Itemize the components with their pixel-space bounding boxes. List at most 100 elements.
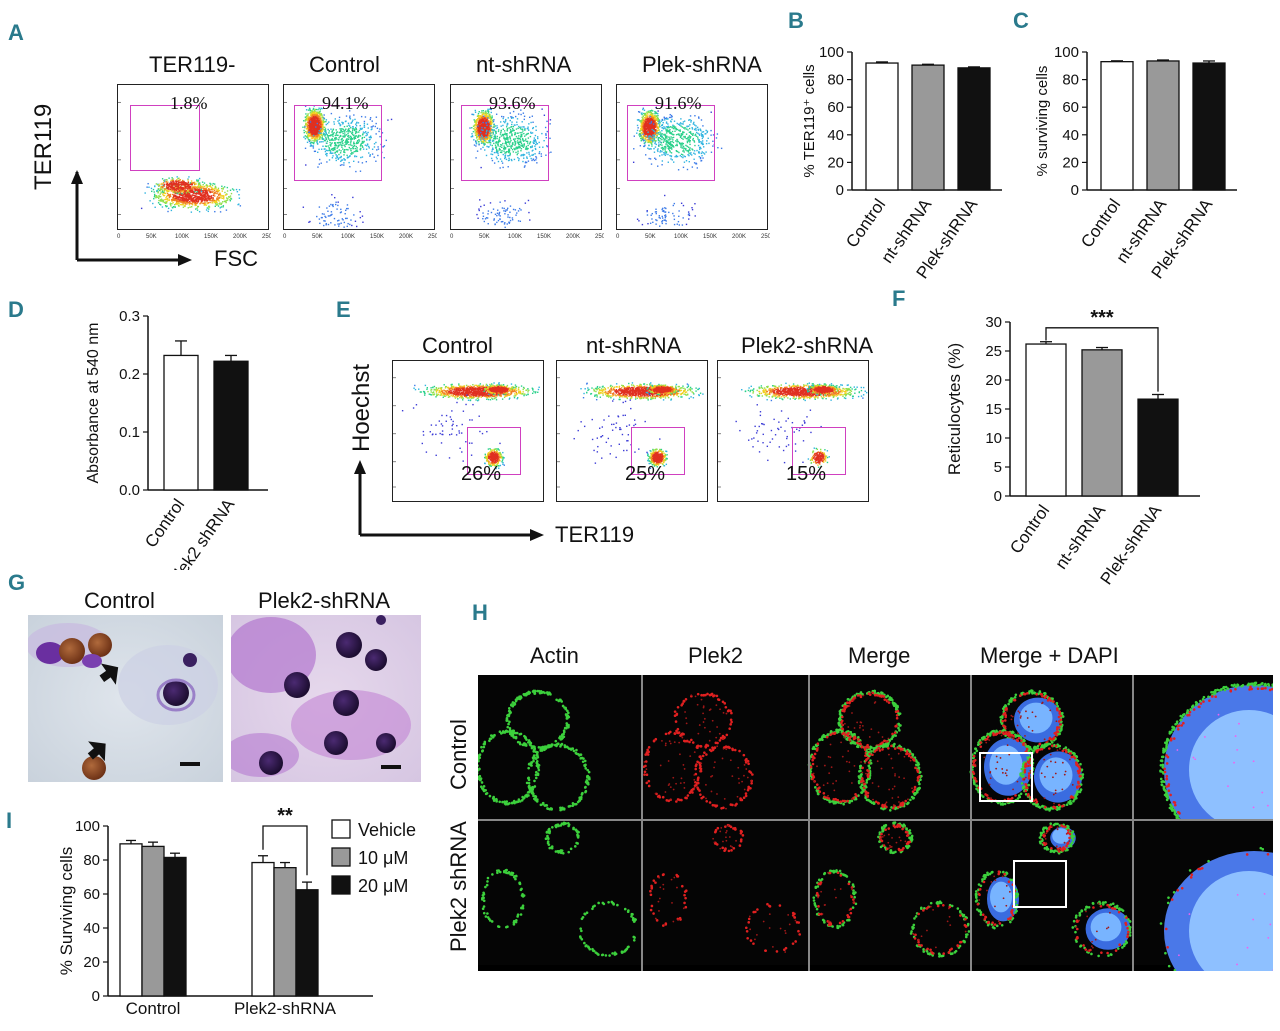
y-axis-label: % surviving cells	[1034, 66, 1051, 177]
panel-e-axis-arrows	[354, 460, 544, 541]
panel-a-plot-1: 94.1%	[283, 84, 435, 230]
y-tick-label: 0.3	[119, 308, 140, 325]
y-tick-label: 0.1	[119, 424, 140, 441]
panel-e-plot-1: 25%	[556, 360, 708, 502]
panel-a-pct-1: 94.1%	[322, 93, 369, 113]
h-col-actin: Actin	[530, 643, 579, 668]
panel-e-pct-2: 15%	[786, 463, 827, 485]
bar-Control	[1025, 343, 1067, 497]
bar-Plek-shRNA	[1192, 62, 1226, 191]
error-bar-1	[225, 354, 237, 362]
svg-text:250K: 250K	[262, 234, 271, 240]
error-bar-0	[1111, 60, 1123, 62]
error-bar-0	[876, 61, 888, 64]
bar-Control-20 μM	[163, 856, 187, 997]
y-tick-label: 0.0	[119, 482, 140, 499]
panel-a-plot-0: 1.8%	[117, 84, 269, 230]
panel-e-pct-1: 25%	[625, 463, 666, 485]
y-tick-label: 80	[83, 852, 100, 869]
bar-Plek-shRNA	[1137, 398, 1179, 497]
svg-text:200K: 200K	[566, 234, 580, 240]
confocal-control-merge	[807, 675, 970, 819]
panel-g-title-control: Control	[84, 588, 155, 613]
h-row-control: Control	[446, 719, 471, 790]
svg-text:50K: 50K	[146, 234, 157, 240]
bar-Plek2-shRNA-Vehicle	[251, 861, 275, 997]
micrograph-control	[28, 615, 223, 782]
svg-text:0: 0	[450, 234, 454, 240]
bar-nt-shRNA	[1146, 60, 1180, 191]
y-tick-label: 0.2	[119, 366, 140, 383]
panel-label-a: A	[8, 20, 24, 45]
h-col-plek2: Plek2	[688, 643, 744, 668]
svg-text:150K: 150K	[370, 234, 384, 240]
panel-a-title-1: Control	[309, 52, 380, 77]
error-bar-1	[1157, 59, 1169, 61]
y-tick-label: 60	[827, 99, 844, 116]
panel-e-title-0: Control	[422, 333, 493, 358]
panel-e-title-2: Plek2-shRNA	[741, 333, 874, 358]
zoom-box	[979, 752, 1033, 802]
y-tick-label: 60	[1062, 99, 1079, 116]
svg-text:50K: 50K	[479, 234, 490, 240]
panel-e-title-1: nt-shRNA	[586, 333, 682, 358]
panel-a-gate-2	[461, 105, 549, 181]
category-label: nt-shRNA	[1051, 501, 1109, 573]
svg-text:150K: 150K	[204, 234, 218, 240]
panel-a-xticks-3: 050K100K150K200K250K	[616, 234, 770, 240]
bar-Plek-shRNA	[957, 67, 991, 191]
y-tick-label: 0	[994, 488, 1002, 505]
confocal-plek2-merge	[810, 821, 971, 965]
y-axis-label: % Surviving cells	[57, 847, 76, 976]
confocal-control-zoom	[1134, 675, 1273, 859]
svg-text:200K: 200K	[399, 234, 413, 240]
panel-g-title-plek2: Plek2-shRNA	[258, 588, 391, 613]
legend-item-1: 10 μM	[331, 847, 408, 868]
category-label: Control	[126, 999, 181, 1018]
error-bar-0	[1040, 341, 1052, 345]
error-bar-0	[175, 340, 187, 356]
svg-text:100K: 100K	[175, 234, 189, 240]
y-tick-label: 100	[1054, 44, 1079, 61]
panel-e-xlabel: TER119	[555, 522, 635, 547]
y-axis-label: Reticulocytes (%)	[945, 343, 964, 475]
bar-Plek2-shRNA-20 μM	[295, 889, 319, 997]
y-axis-label: % TER119⁺ cells	[801, 64, 818, 177]
y-tick-label: 60	[83, 886, 100, 903]
confocal-plek2-plek2	[643, 821, 808, 965]
y-tick-label: 20	[1062, 154, 1079, 171]
svg-text:100K: 100K	[341, 234, 355, 240]
y-tick-label: 100	[819, 44, 844, 61]
panel-e-plot-0: 26%	[392, 360, 544, 502]
panel-a-gate-3	[627, 105, 715, 181]
panel-label-h: H	[472, 600, 488, 625]
error-bar-2	[1152, 393, 1164, 400]
category-label: Control	[141, 495, 188, 551]
panel-e-ylabel: Hoechst	[348, 363, 375, 452]
panel-a-pct-3: 91.6%	[655, 93, 702, 113]
confocal-control-actin	[478, 675, 641, 819]
panel-label-i: I	[6, 808, 13, 833]
y-tick-label: 30	[985, 314, 1002, 331]
y-tick-label: 40	[1062, 127, 1079, 144]
panel-a-gate-0	[130, 105, 200, 171]
bar-nt-shRNA	[911, 64, 945, 191]
y-tick-label: 80	[827, 72, 844, 89]
panel-e-plot-2: 15%	[717, 360, 869, 502]
h-row-plek2: Plek2 shRNA	[446, 821, 471, 952]
confocal-plek2-merge-dapi	[972, 821, 1132, 965]
confocal-control-merge-dapi	[969, 675, 1132, 819]
panel-e-gate-1	[631, 427, 685, 475]
y-tick-label: 15	[985, 401, 1002, 418]
panel-a-xticks-2: 0 50K 100K 150K 200K 250K	[450, 234, 604, 240]
y-tick-label: 40	[827, 127, 844, 144]
micrograph-plek2	[231, 615, 421, 782]
category-label: Control	[1077, 195, 1124, 251]
panel-a-axis-arrows	[71, 170, 192, 266]
legend-item-2: 20 μM	[331, 875, 408, 896]
error-bar-1	[922, 63, 934, 66]
category-label: Plek2-shRNA	[234, 999, 337, 1018]
chart-i: 0 20 40 60 80 100 % Surviving cells Control Plek…	[57, 808, 416, 1018]
svg-text:150K: 150K	[537, 234, 551, 240]
